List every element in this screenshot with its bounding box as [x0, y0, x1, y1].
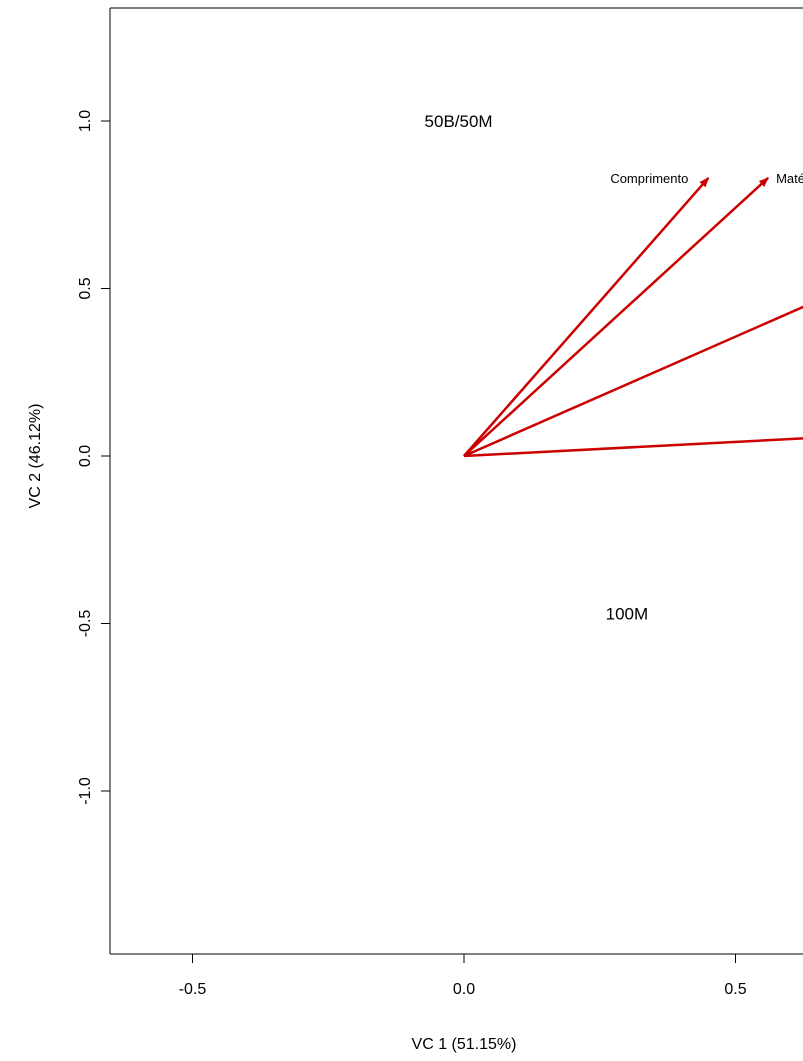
loading-arrow	[463, 437, 803, 458]
y-axis-title: VC 2 (46.12%)	[27, 404, 44, 509]
x-tick-label: 0.5	[724, 981, 746, 998]
loading-arrow-label: Matéria seca	[776, 171, 803, 186]
observation-label: 100M	[606, 604, 649, 623]
x-tick-label: -0.5	[179, 981, 207, 998]
observation-label: 50B/50M	[425, 112, 493, 131]
y-tick-label: 0.5	[77, 277, 94, 299]
y-tick-label: -1.0	[77, 777, 94, 805]
loading-arrow-label: Comprimento	[610, 171, 688, 186]
y-tick-label: -0.5	[77, 610, 94, 638]
y-tick-label: 0.0	[77, 445, 94, 467]
loading-arrow	[463, 177, 769, 457]
x-axis-title: VC 1 (51.15%)	[412, 1036, 517, 1053]
x-tick-label: 0.0	[453, 981, 475, 998]
loading-arrow	[463, 305, 803, 458]
loading-arrow	[463, 177, 710, 457]
y-tick-label: 1.0	[77, 110, 94, 132]
